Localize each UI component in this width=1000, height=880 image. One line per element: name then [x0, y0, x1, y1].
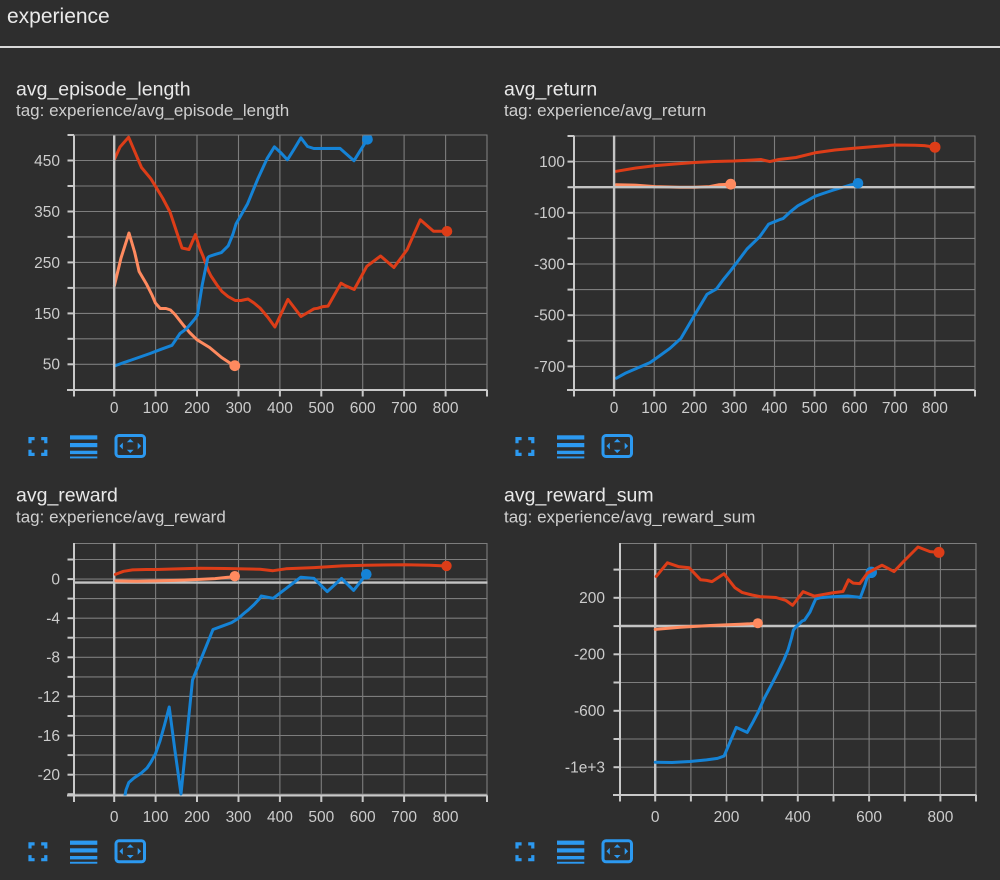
svg-text:-500: -500 [534, 308, 565, 325]
svg-text:600: 600 [350, 809, 376, 826]
svg-text:0: 0 [651, 809, 660, 826]
svg-text:-100: -100 [534, 205, 565, 222]
svg-text:-1e+3: -1e+3 [565, 760, 605, 777]
svg-text:700: 700 [391, 400, 417, 417]
svg-text:avg_reward_sum: avg_reward_sum [504, 485, 654, 507]
svg-text:800: 800 [433, 400, 459, 417]
svg-text:100: 100 [143, 400, 169, 417]
svg-text:100: 100 [641, 400, 667, 417]
svg-text:tag: experience/avg_return: tag: experience/avg_return [504, 101, 706, 120]
svg-text:800: 800 [927, 809, 953, 826]
svg-text:250: 250 [34, 255, 60, 272]
svg-text:600: 600 [842, 400, 868, 417]
svg-text:avg_episode_length: avg_episode_length [16, 79, 191, 101]
svg-text:600: 600 [350, 400, 376, 417]
svg-text:500: 500 [308, 809, 334, 826]
svg-text:150: 150 [34, 306, 60, 323]
svg-text:700: 700 [882, 400, 908, 417]
svg-text:400: 400 [762, 400, 788, 417]
svg-text:-300: -300 [534, 256, 565, 273]
svg-text:-12: -12 [38, 689, 60, 706]
svg-text:400: 400 [267, 809, 293, 826]
svg-text:200: 200 [184, 809, 210, 826]
svg-text:700: 700 [391, 809, 417, 826]
svg-text:avg_reward: avg_reward [16, 485, 118, 507]
svg-text:200: 200 [681, 400, 707, 417]
svg-text:350: 350 [34, 204, 60, 221]
svg-text:-600: -600 [574, 703, 605, 720]
svg-text:-4: -4 [46, 611, 60, 628]
svg-text:0: 0 [110, 809, 119, 826]
svg-text:800: 800 [433, 809, 459, 826]
svg-text:tag: experience/avg_episode_le: tag: experience/avg_episode_length [16, 101, 289, 120]
svg-text:0: 0 [610, 400, 619, 417]
svg-text:200: 200 [184, 400, 210, 417]
svg-text:0: 0 [110, 400, 119, 417]
svg-text:tag: experience/avg_reward_sum: tag: experience/avg_reward_sum [504, 508, 755, 527]
svg-text:-16: -16 [38, 728, 60, 745]
svg-text:300: 300 [721, 400, 747, 417]
svg-text:-8: -8 [46, 650, 60, 667]
svg-text:-200: -200 [574, 647, 605, 664]
svg-text:450: 450 [34, 153, 60, 170]
svg-text:400: 400 [785, 809, 811, 826]
svg-text:600: 600 [856, 809, 882, 826]
svg-text:100: 100 [143, 809, 169, 826]
svg-text:tag: experience/avg_reward: tag: experience/avg_reward [16, 508, 226, 527]
svg-text:-20: -20 [38, 767, 61, 784]
svg-text:400: 400 [267, 400, 293, 417]
svg-text:200: 200 [579, 590, 605, 607]
svg-text:0: 0 [51, 572, 60, 589]
svg-text:300: 300 [226, 809, 252, 826]
svg-text:50: 50 [43, 357, 61, 374]
svg-text:500: 500 [308, 400, 334, 417]
svg-text:avg_return: avg_return [504, 79, 597, 101]
svg-text:100: 100 [539, 154, 565, 171]
svg-text:200: 200 [714, 809, 740, 826]
svg-text:800: 800 [922, 400, 948, 417]
svg-text:-700: -700 [534, 359, 565, 376]
svg-text:300: 300 [226, 400, 252, 417]
svg-text:500: 500 [802, 400, 828, 417]
